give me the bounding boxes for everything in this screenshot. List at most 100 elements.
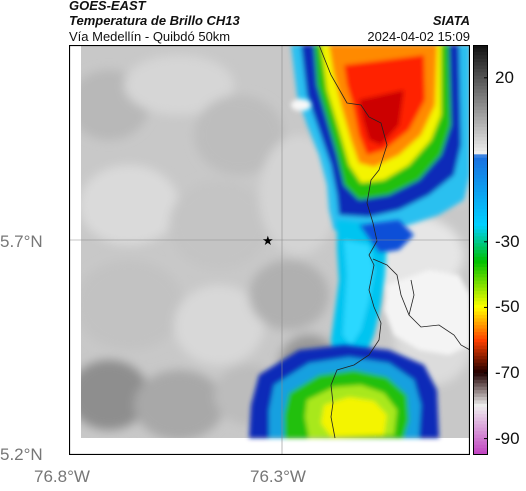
colorbar-band [473, 448, 488, 453]
colorbar-band [473, 116, 488, 121]
colorbar-band [473, 127, 488, 132]
colorbar-band [473, 191, 488, 196]
colorbar-band [473, 396, 488, 401]
colorbar-band [473, 263, 488, 268]
colorbar-band [473, 174, 488, 179]
colorbar-band [473, 431, 488, 436]
colorbar-band [473, 48, 488, 53]
colorbar-band [473, 407, 488, 412]
colorbar-band [473, 86, 488, 91]
colorbar-band [473, 164, 488, 169]
colorbar-band [473, 318, 488, 323]
colorbar-band [473, 185, 488, 190]
south-storm-cell [249, 345, 439, 438]
colorbar-band [473, 359, 488, 364]
colorbar-band [473, 417, 488, 422]
colorbar-band [473, 106, 488, 111]
colorbar-band [473, 273, 488, 278]
colorbar-band [473, 239, 488, 244]
colorbar-band [473, 393, 488, 398]
colorbar-tick-label: 20 [495, 67, 514, 87]
colorbar-band [473, 212, 488, 217]
colorbar-band [473, 335, 488, 340]
y-tick-label: 5.7°N [0, 232, 43, 251]
colorbar-band [473, 72, 488, 77]
colorbar-band [473, 55, 488, 60]
admin-boundaries [318, 45, 470, 439]
x-tick-label: 76.8°W [34, 467, 90, 486]
colorbar-band [473, 437, 488, 442]
clear-sky-patches [291, 99, 470, 355]
x-tick-label: 76.3°W [250, 467, 306, 486]
colorbar-band [473, 113, 488, 118]
colorbar-band [473, 287, 488, 292]
colorbar-band [473, 215, 488, 220]
colorbar-band [473, 366, 488, 371]
colorbar-band [473, 236, 488, 241]
colorbar-band [473, 243, 488, 248]
colorbar-band [473, 250, 488, 255]
colorbar-band [473, 376, 488, 381]
colorbar-tick-label: -90 [495, 428, 520, 448]
colorbar-band [473, 222, 488, 227]
colorbar-band [473, 267, 488, 272]
colorbar-tick-label: -30 [495, 231, 520, 251]
colorbar-band [473, 342, 488, 347]
colorbar-band [473, 79, 488, 84]
colorbar-band [473, 345, 488, 350]
colorbar-band [473, 171, 488, 176]
colorbar-tick-label: -50 [495, 297, 520, 317]
colorbar-band [473, 181, 488, 186]
colorbar-band [473, 325, 488, 330]
colorbar-band [473, 403, 488, 408]
colorbar-band [473, 137, 488, 142]
satellite-name: GOES-EAST [69, 0, 146, 13]
colorbar-band [473, 379, 488, 384]
colorbar-band [473, 68, 488, 73]
colorbar-band [473, 414, 488, 419]
product-title: Temperatura de Brillo CH13 [69, 13, 240, 28]
colorbar-band [473, 202, 488, 207]
colorbar-band [473, 383, 488, 388]
colorbar-band [473, 198, 488, 203]
colorbar-band [473, 82, 488, 87]
colorbar-band [473, 62, 488, 67]
colorbar-band [473, 133, 488, 138]
colorbar-band [473, 219, 488, 224]
colorbar-band [473, 246, 488, 251]
colorbar-band [473, 427, 488, 432]
y-tick-label: 5.2°N [0, 445, 43, 464]
colorbar-band [473, 352, 488, 357]
colorbar-band [473, 130, 488, 135]
region-subtitle: Vía Medellín - Quibdó 50km [69, 29, 231, 44]
colorbar-band [473, 120, 488, 125]
colorbar-band [473, 65, 488, 70]
map-frame [69, 45, 470, 455]
colorbar-band [473, 229, 488, 234]
satellite-map: ★ [69, 45, 470, 455]
colorbar-band [473, 332, 488, 337]
colorbar-band [473, 178, 488, 183]
colorbar-band [473, 253, 488, 258]
colorbar-band [473, 168, 488, 173]
colorbar-band [473, 362, 488, 367]
colorbar-band [473, 297, 488, 302]
colorbar-band [473, 226, 488, 231]
colorbar-band [473, 157, 488, 162]
organization-label: SIATA [432, 13, 470, 28]
colorbar-band [473, 311, 488, 316]
colorbar-band [473, 51, 488, 56]
colorbar-band [473, 75, 488, 80]
colorbar-tick-label: -70 [495, 363, 520, 382]
colorbar-band [473, 140, 488, 145]
colorbar-band [473, 328, 488, 333]
colorbar-band [473, 321, 488, 326]
colorbar-frame [473, 45, 488, 455]
colorbar-band [473, 256, 488, 261]
central-cloud-band [331, 220, 414, 365]
colorbar-band [473, 58, 488, 63]
colorbar-band [473, 260, 488, 265]
colorbar-band [473, 280, 488, 285]
star-icon: ★ [262, 234, 274, 249]
colorbar-band [473, 89, 488, 94]
